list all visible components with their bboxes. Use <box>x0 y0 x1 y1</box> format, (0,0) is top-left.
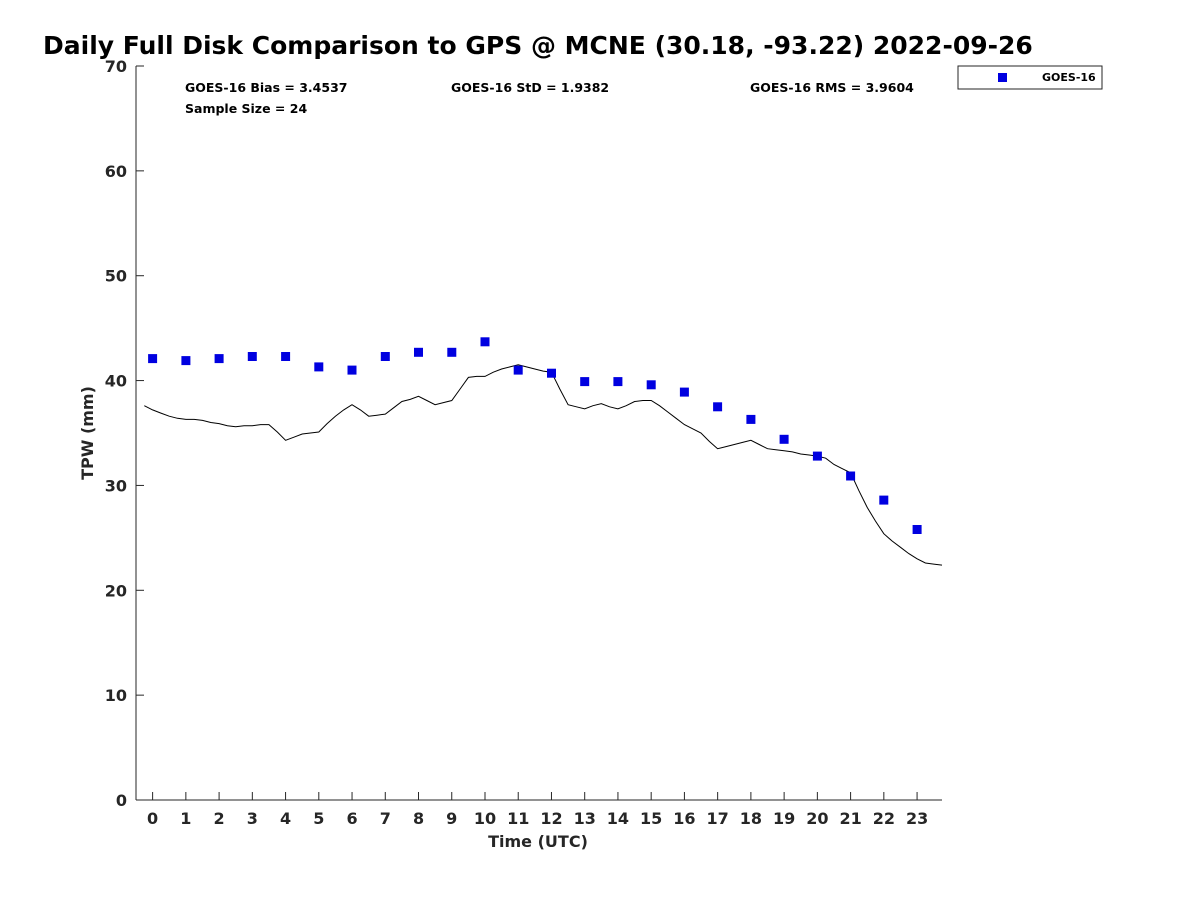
goes16-point <box>214 354 224 364</box>
goes16-point <box>879 495 889 505</box>
x-tick-label: 8 <box>413 809 424 828</box>
goes16-point <box>480 337 490 347</box>
goes16-point <box>148 354 158 364</box>
x-tick-label: 11 <box>507 809 529 828</box>
goes16-point <box>513 365 523 375</box>
y-tick-label: 30 <box>105 476 127 495</box>
x-tick-label: 6 <box>346 809 357 828</box>
legend-box <box>957 65 1103 90</box>
goes16-point <box>414 347 423 357</box>
goes16-point <box>281 352 291 361</box>
goes16-point <box>713 402 723 412</box>
x-tick-label: 2 <box>214 809 225 828</box>
x-axis-label: Time (UTC) <box>488 832 588 851</box>
x-tick-label: 9 <box>446 809 457 828</box>
legend: GOES-16 <box>957 65 1103 90</box>
goes16-point <box>380 352 390 361</box>
bias-stat: GOES-16 Bias = 3.4537 <box>185 80 347 95</box>
x-tick-label: 18 <box>740 809 762 828</box>
x-tick-label: 23 <box>906 809 928 828</box>
x-axis-ticks: 0 1 2 3 4 5 6 7 8 9 10 11 12 13 14 15 16 17 18 19 20 21 22 23 <box>147 792 928 828</box>
sample-size-stat: Sample Size = 24 <box>185 101 307 116</box>
goes16-point <box>646 380 656 390</box>
goes16-point <box>812 451 822 461</box>
goes16-point <box>846 471 856 481</box>
goes16-point <box>912 525 922 534</box>
goes16-point <box>547 368 556 378</box>
x-tick-label: 14 <box>607 809 629 828</box>
legend-label-goes16: GOES-16 <box>1042 71 1096 84</box>
x-tick-label: 17 <box>707 809 729 828</box>
x-tick-label: 21 <box>839 809 861 828</box>
x-tick-label: 22 <box>873 809 895 828</box>
x-tick-label: 12 <box>540 809 562 828</box>
y-tick-label: 50 <box>105 267 127 286</box>
y-tick-label: 0 <box>116 791 127 810</box>
y-tick-label: 70 <box>105 57 127 76</box>
x-tick-label: 10 <box>474 809 496 828</box>
y-tick-label: 60 <box>105 162 127 181</box>
goes16-point <box>679 387 689 397</box>
y-tick-label: 20 <box>105 581 127 600</box>
y-axis-label: TPW (mm) <box>78 386 97 480</box>
x-tick-label: 19 <box>773 809 795 828</box>
chart-title: Daily Full Disk Comparison to GPS @ MCNE… <box>43 31 1033 60</box>
goes16-point <box>746 414 756 424</box>
x-tick-label: 13 <box>574 809 596 828</box>
x-tick-label: 7 <box>380 809 391 828</box>
x-tick-label: 1 <box>180 809 191 828</box>
x-tick-label: 5 <box>313 809 324 828</box>
x-tick-label: 3 <box>247 809 258 828</box>
x-tick-label: 4 <box>280 809 291 828</box>
goes16-point <box>247 352 257 361</box>
gps-line-series <box>144 364 943 566</box>
goes16-point <box>613 377 623 387</box>
goes16-point-series <box>148 337 922 534</box>
y-tick-label: 10 <box>105 686 127 705</box>
std-stat: GOES-16 StD = 1.9382 <box>451 80 609 95</box>
gps-line <box>144 364 943 566</box>
goes16-point <box>580 377 590 387</box>
rms-stat: GOES-16 RMS = 3.9604 <box>750 80 914 95</box>
goes16-point <box>347 365 357 375</box>
goes16-point <box>447 347 457 357</box>
x-tick-label: 20 <box>806 809 828 828</box>
x-tick-label: 16 <box>673 809 695 828</box>
goes16-point <box>779 434 789 444</box>
y-axis-ticks: 0 10 20 30 40 50 60 70 <box>105 57 144 810</box>
goes16-point <box>181 356 191 366</box>
legend-marker-goes16 <box>998 73 1007 82</box>
goes16-point <box>314 362 324 372</box>
x-tick-label: 15 <box>640 809 662 828</box>
y-tick-label: 40 <box>105 372 127 391</box>
x-tick-label: 0 <box>147 809 158 828</box>
